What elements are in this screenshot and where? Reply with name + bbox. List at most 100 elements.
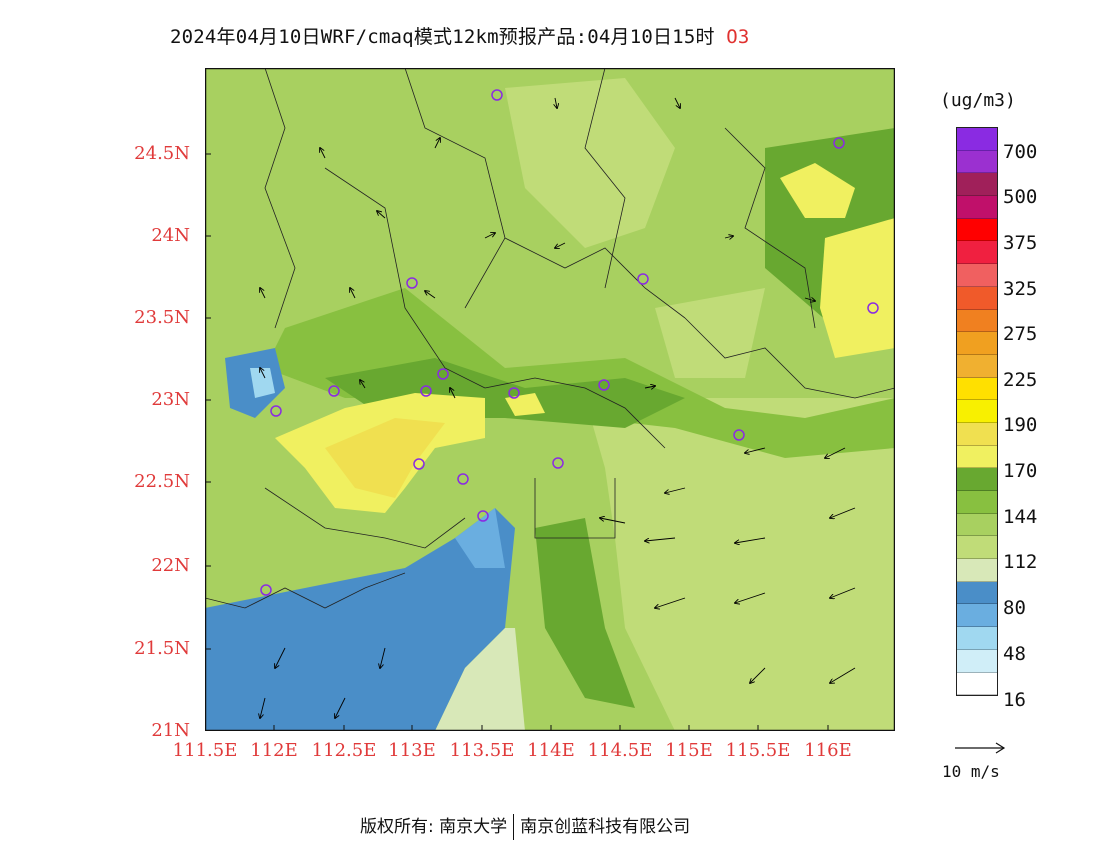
colorbar-segment <box>957 513 997 537</box>
colorbar-segment <box>957 468 997 491</box>
colorbar-label: 700 <box>1003 141 1038 163</box>
colorbar-label: 48 <box>1003 643 1026 665</box>
x-tick-label: 111.5E <box>172 740 238 761</box>
colorbar-label: 16 <box>1003 689 1026 711</box>
colorbar-label: 190 <box>1003 414 1038 436</box>
light-green-east <box>585 398 895 731</box>
colorbar-segment <box>957 241 997 265</box>
colorbar-segment <box>957 400 997 423</box>
map-title-main: 2024年04月10日WRF/cmaq模式12km预报产品:04月10日15时 <box>170 26 715 48</box>
y-tick-label: 23.5N <box>134 307 190 328</box>
yellow-inner <box>325 418 445 498</box>
y-tick-label: 24N <box>151 225 190 246</box>
colorbar-segment <box>957 672 997 696</box>
station-marker <box>637 273 649 285</box>
yellow-ne2 <box>820 218 895 358</box>
coast-pale <box>435 628 525 731</box>
copyright-footer: 版权所有: 南京大学 南京创蓝科技有限公司 <box>360 812 690 840</box>
x-tick-label: 114E <box>527 740 575 761</box>
station-marker <box>491 89 503 101</box>
x-tick-label: 113.5E <box>449 740 515 761</box>
station-marker <box>328 385 340 397</box>
sea-light <box>455 508 505 568</box>
colorbar-segment <box>957 332 997 355</box>
x-tick-label: 113E <box>388 740 436 761</box>
colorbar-segment <box>957 286 997 310</box>
station-marker <box>508 387 520 399</box>
y-tick-label: 23N <box>151 389 190 410</box>
boundary-lines <box>205 68 895 609</box>
colorbar-segment <box>957 422 997 446</box>
colorbar-label: 112 <box>1003 551 1038 573</box>
footer-right: 南京创蓝科技有限公司 <box>520 817 691 837</box>
colorbar-segment <box>957 627 997 650</box>
dark-green-south <box>535 518 635 708</box>
y-tick-label: 24.5N <box>134 143 190 164</box>
colorbar-segment <box>957 536 997 560</box>
colorbar-segment <box>957 309 997 333</box>
tick-marks <box>205 153 829 731</box>
x-tick-label: 115.5E <box>725 740 791 761</box>
station-marker <box>457 473 469 485</box>
colorbar-segment <box>957 264 997 287</box>
colorbar-segment <box>957 604 997 628</box>
station-marker <box>420 385 432 397</box>
yellow-ne1 <box>780 163 855 218</box>
station-marker <box>477 510 489 522</box>
light-green-center <box>655 288 765 378</box>
station-markers <box>260 89 879 596</box>
station-marker <box>867 302 879 314</box>
mid-green-band <box>265 288 895 458</box>
colorbar-segment <box>957 559 997 582</box>
colorbar-segment <box>957 581 997 605</box>
colorbar-label: 170 <box>1003 460 1038 482</box>
y-tick-label: 21.5N <box>134 638 190 659</box>
colorbar-label: 225 <box>1003 369 1038 391</box>
light-green-north <box>505 78 675 248</box>
colorbar-segment <box>957 649 997 673</box>
station-marker <box>552 457 564 469</box>
footer-left: 版权所有: 南京大学 <box>360 817 508 837</box>
species-label: O3 <box>726 26 750 48</box>
y-tick-label: 22N <box>151 555 190 576</box>
vector-legend-arrow <box>955 742 1006 754</box>
station-marker <box>733 429 745 441</box>
station-marker <box>413 458 425 470</box>
colorbar <box>956 127 998 697</box>
station-marker <box>260 584 272 596</box>
colorbar-segment <box>957 491 997 514</box>
colorbar-segment <box>957 377 997 401</box>
colorbar-unit: (ug/m3) <box>940 90 1016 111</box>
colorbar-label: 500 <box>1003 186 1038 208</box>
blue-west-light <box>250 368 275 398</box>
colorbar-label: 375 <box>1003 232 1038 254</box>
colorbar-segment <box>957 150 997 174</box>
colorbar-label: 325 <box>1003 278 1038 300</box>
station-marker <box>437 368 449 380</box>
colorbar-segment <box>957 128 997 151</box>
vector-legend-label: 10 m/s <box>942 762 1000 781</box>
y-tick-label: 21N <box>151 720 190 741</box>
sea-blue <box>205 508 515 731</box>
x-tick-label: 116E <box>804 740 852 761</box>
x-tick-label: 114.5E <box>587 740 653 761</box>
x-tick-label: 112.5E <box>311 740 377 761</box>
yellow-small <box>505 393 545 416</box>
station-marker <box>833 137 845 149</box>
colorbar-segment <box>957 445 997 469</box>
colorbar-segment <box>957 354 997 378</box>
station-marker <box>406 277 418 289</box>
colorbar-segment <box>957 173 997 197</box>
colorbar-label: 275 <box>1003 323 1038 345</box>
ozone-map <box>205 68 895 731</box>
colorbar-label: 144 <box>1003 506 1038 528</box>
y-tick-label: 22.5N <box>134 471 190 492</box>
colorbar-label: 80 <box>1003 597 1026 619</box>
x-tick-label: 112E <box>250 740 298 761</box>
colorbar-segment <box>957 196 997 219</box>
map-title: 2024年04月10日WRF/cmaq模式12km预报产品:04月10日15时 … <box>170 22 750 49</box>
footer-divider <box>513 814 515 840</box>
x-tick-label: 115E <box>665 740 713 761</box>
station-marker <box>598 379 610 391</box>
wind-vectors <box>260 97 856 718</box>
